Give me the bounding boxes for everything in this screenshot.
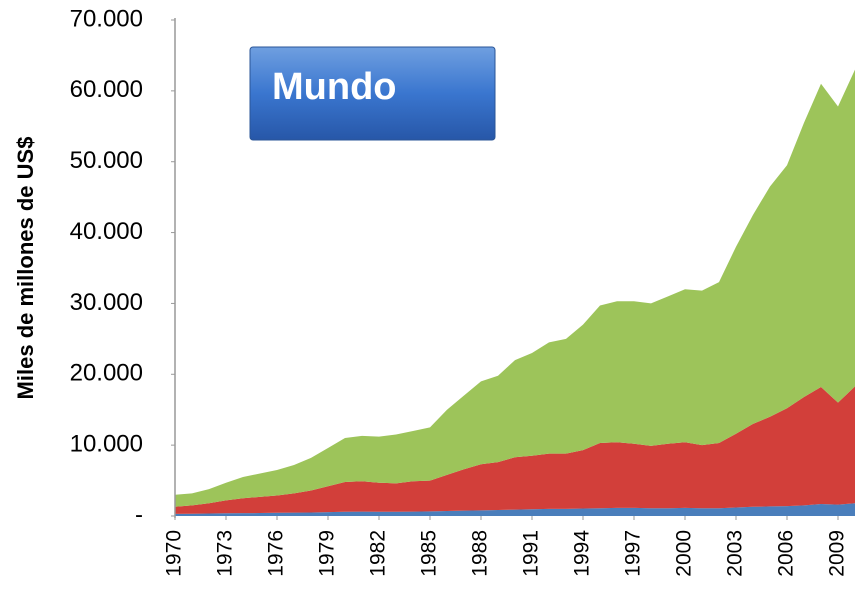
x-tick-label: 2000 [673,530,696,577]
y-axis-label: Miles de millones de US$ [13,137,38,400]
y-tick-label: 40.000 [70,218,143,245]
x-tick-label: 1979 [316,530,339,577]
x-tick-label: 1973 [214,530,237,577]
x-tick-label: 1985 [418,530,441,577]
x-tick-label: 2006 [775,530,798,577]
y-tick-label: 20.000 [70,360,143,387]
area [175,386,855,514]
x-tick-label: 1976 [265,530,288,577]
y-tick-label: 60.000 [70,76,143,103]
y-tick-label: 50.000 [70,147,143,174]
x-tick-label: 1991 [520,530,543,577]
area [175,69,855,507]
plot-area [175,69,855,516]
x-tick-label: 2003 [724,530,747,577]
x-tick-label: 1988 [469,530,492,577]
x-tick-label: 1994 [571,530,594,577]
title-box [249,46,496,141]
x-tick-label: 2009 [826,530,849,577]
y-tick-label: - [135,501,143,528]
chart-title: Mundo [272,66,397,108]
y-tick-label: 30.000 [70,289,143,316]
x-tick-label: 1997 [622,530,645,577]
y-tick-label: 70.000 [70,5,143,32]
x-tick-label: 1970 [163,530,186,577]
x-tick-label: 1982 [367,530,390,577]
y-tick-label: 10.000 [70,430,143,457]
